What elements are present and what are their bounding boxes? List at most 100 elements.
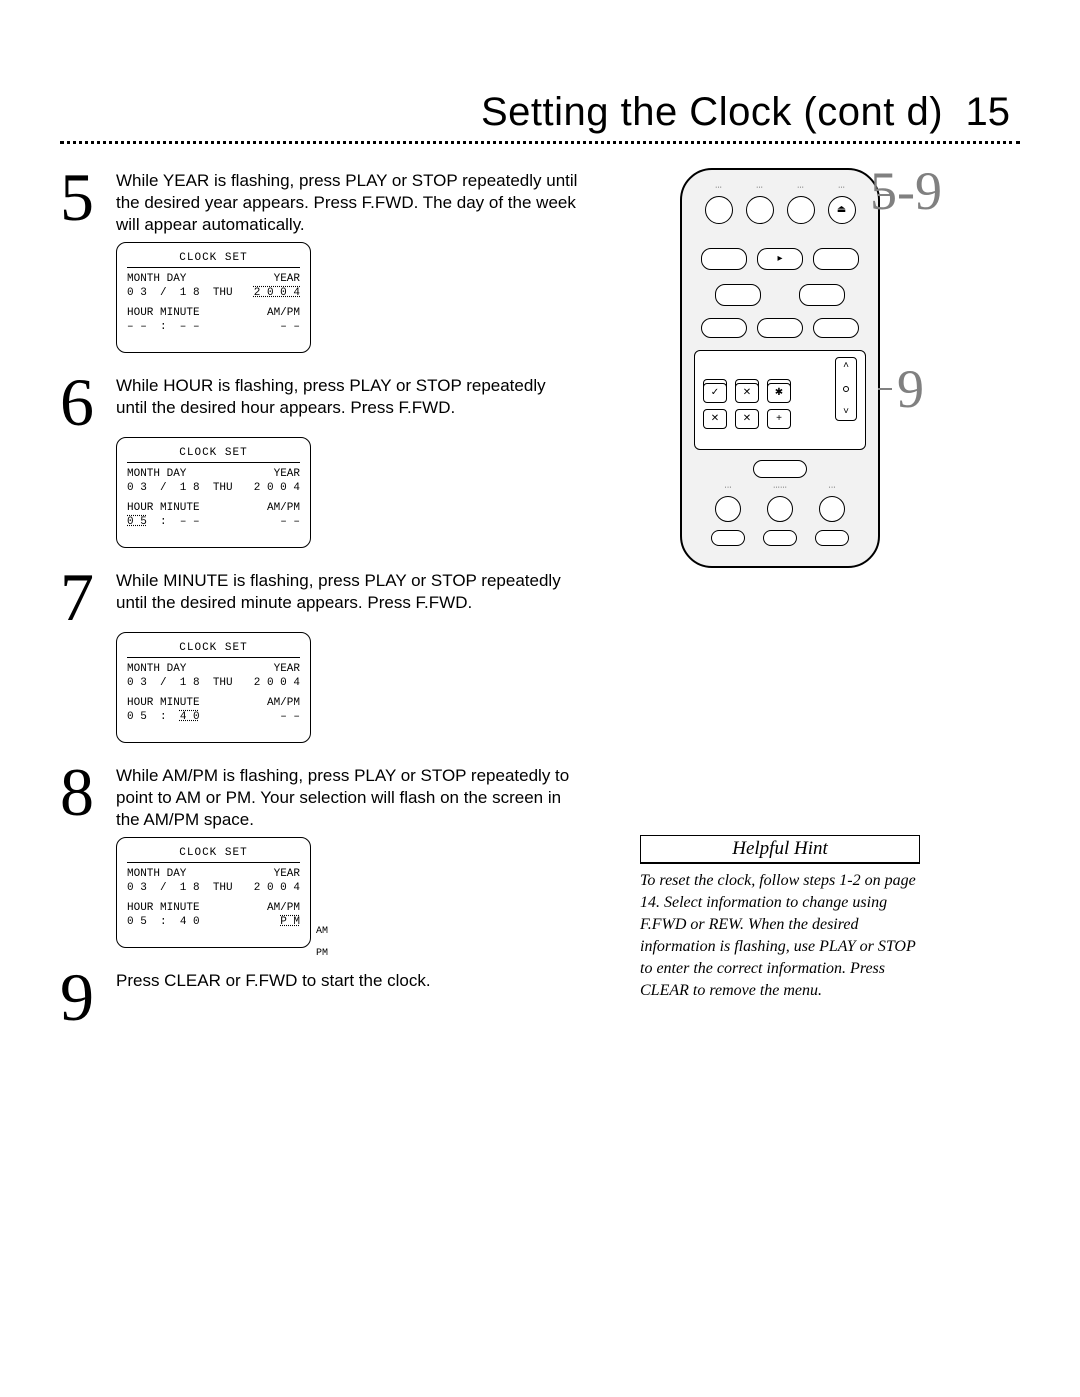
label: YEAR [274, 662, 300, 676]
button[interactable]: ✕ [703, 409, 727, 429]
screen-row: HOUR MINUTE AM/PM [127, 696, 300, 710]
remote-control: 5-9 9 ··· ··· ··· ··· ⏏ [680, 168, 880, 568]
button[interactable] [819, 496, 845, 522]
label: YEAR [274, 867, 300, 881]
screen-header: CLOCK SET [127, 846, 300, 860]
button[interactable] [815, 530, 849, 546]
button[interactable]: + [767, 409, 791, 429]
page-number: 15 [966, 90, 1011, 134]
step-text: While AM/PM is flashing, press PLAY or S… [116, 763, 580, 831]
remote-row [682, 530, 878, 546]
screen-row: HOUR MINUTE AM/PM [127, 901, 300, 915]
power-button[interactable] [705, 196, 733, 224]
step-6: 6 While HOUR is flashing, press PLAY or … [60, 373, 580, 431]
value: – – [280, 710, 300, 724]
label: AM/PM [267, 696, 300, 710]
screen-row: 0 5 : – – – – [127, 515, 300, 529]
step-5: 5 While YEAR is flashing, press PLAY or … [60, 168, 580, 236]
button[interactable]: ✱ [767, 383, 791, 403]
steps-column: 5 While YEAR is flashing, press PLAY or … [60, 168, 580, 1032]
value: 2 0 0 4 [254, 676, 300, 690]
step-number: 8 [60, 763, 116, 831]
page: Setting the Clock (cont d) 15 5 While YE… [0, 0, 1080, 1397]
helpful-hint-box: Helpful Hint To reset the clock, follow … [640, 835, 920, 1002]
screen-row: MONTH DAY YEAR [127, 272, 300, 286]
button[interactable] [763, 530, 797, 546]
callout-steps-5-9: 5-9 [870, 160, 942, 222]
button[interactable]: ✕ [735, 383, 759, 403]
remote-label: ··· [783, 184, 819, 191]
step-text: Press CLEAR or F.FWD to start the clock. [116, 968, 431, 1026]
button[interactable] [753, 460, 807, 478]
label: HOUR MINUTE [127, 696, 200, 710]
screen-divider [127, 267, 300, 268]
callout-step-9: 9 [897, 358, 924, 420]
label: MONTH DAY [127, 467, 186, 481]
button[interactable] [767, 496, 793, 522]
label: HOUR MINUTE [127, 501, 200, 515]
button[interactable] [787, 196, 815, 224]
remote-label: ··· [810, 484, 854, 491]
value: 0 3 / 1 8 THU [127, 881, 233, 895]
screen-header: CLOCK SET [127, 446, 300, 460]
button[interactable] [715, 496, 741, 522]
step-number: 7 [60, 568, 116, 626]
step-text: While HOUR is flashing, press PLAY or ST… [116, 373, 580, 431]
value: 2 0 0 4 [254, 881, 300, 895]
screen-row: 0 5 : 4 0 – – [127, 710, 300, 724]
remote-diagram: 5-9 9 ··· ··· ··· ··· ⏏ [680, 168, 880, 568]
step-text: While YEAR is flashing, press PLAY or ST… [116, 168, 580, 236]
button[interactable] [757, 318, 803, 338]
screen-row: MONTH DAY YEAR [127, 867, 300, 881]
remote-row: ··· ······ ··· [682, 484, 878, 491]
step-7: 7 While MINUTE is flashing, press PLAY o… [60, 568, 580, 626]
screen-divider [127, 657, 300, 658]
play-button[interactable]: ▸ [757, 248, 803, 270]
button[interactable] [813, 318, 859, 338]
label: YEAR [274, 467, 300, 481]
remote-label: ··· [824, 184, 860, 191]
button[interactable] [701, 318, 747, 338]
minute-flashing: 4 0 [180, 711, 200, 723]
hint-body: To reset the clock, follow steps 1-2 on … [640, 863, 920, 1002]
button[interactable] [711, 530, 745, 546]
rew-button[interactable] [701, 248, 747, 270]
value: 2 0 0 4 [254, 481, 300, 495]
page-title: Setting the Clock (cont d) [481, 90, 943, 134]
screen-row: MONTH DAY YEAR [127, 467, 300, 481]
step-8-screen: CLOCK SET MONTH DAY YEAR 0 3 / 1 8 THU 2… [116, 837, 311, 948]
step-6-screen: CLOCK SET MONTH DAY YEAR 0 3 / 1 8 THU 2… [116, 437, 311, 548]
screen-row: 0 3 / 1 8 THU 2 0 0 4 [127, 676, 300, 690]
remote-row [682, 284, 878, 306]
pause-button[interactable] [799, 284, 845, 306]
value: – – [280, 515, 300, 529]
page-header: Setting the Clock (cont d) 15 [60, 90, 1020, 135]
step-number: 9 [60, 968, 116, 1026]
screen-row: HOUR MINUTE AM/PM [127, 306, 300, 320]
label: MONTH DAY [127, 272, 186, 286]
screen-header: CLOCK SET [127, 251, 300, 265]
button[interactable]: ✕ [735, 409, 759, 429]
eject-button[interactable]: ⏏ [828, 196, 856, 224]
label: YEAR [274, 272, 300, 286]
value: 0 3 / 1 8 THU [127, 676, 233, 690]
value: 0 5 : 4 0 [127, 710, 200, 724]
value: – – [280, 320, 300, 334]
screen-header: CLOCK SET [127, 641, 300, 655]
value: – – : – – [127, 320, 200, 334]
step-7-screen: CLOCK SET MONTH DAY YEAR 0 3 / 1 8 THU 2… [116, 632, 311, 743]
ffwd-button[interactable] [813, 248, 859, 270]
button[interactable] [746, 196, 774, 224]
remote-row: ⏏ [682, 196, 878, 224]
right-column: 5-9 9 ··· ··· ··· ··· ⏏ [580, 168, 1020, 1032]
button[interactable]: ✓ [703, 383, 727, 403]
label: HOUR MINUTE [127, 306, 200, 320]
remote-row: ✓ ✕ ✱ [695, 383, 865, 403]
stop-button[interactable] [715, 284, 761, 306]
remote-row [682, 318, 878, 338]
remote-label: ··· [742, 184, 778, 191]
screen-divider [127, 462, 300, 463]
remote-label: ··· [701, 184, 737, 191]
screen-row: 0 3 / 1 8 THU 2 0 0 4 [127, 481, 300, 495]
screen-row: 0 3 / 1 8 THU 2 0 0 4 [127, 881, 300, 895]
